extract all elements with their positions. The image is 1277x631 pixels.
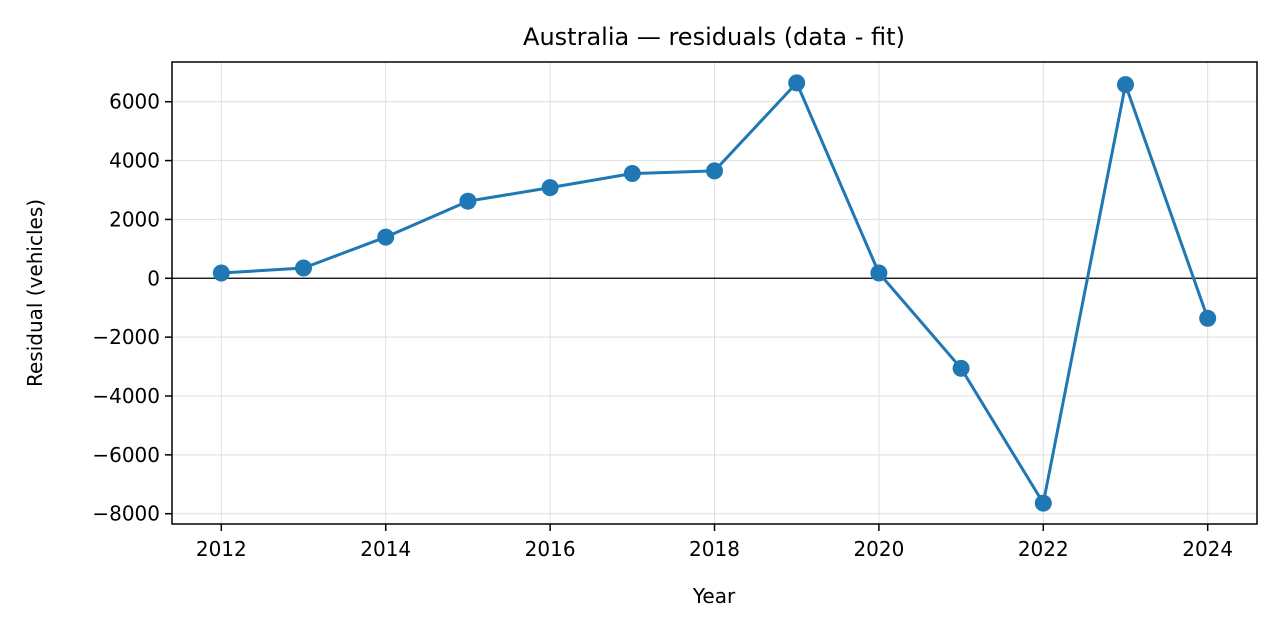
x-tick-label: 2018 <box>689 537 740 561</box>
residual-point <box>788 74 806 92</box>
x-tick-label: 2012 <box>196 537 247 561</box>
residual-point <box>952 359 970 377</box>
x-tick-label: 2014 <box>360 537 411 561</box>
residual-point <box>459 192 477 210</box>
y-axis-title: Residual (vehicles) <box>23 199 47 387</box>
y-tick-label: −4000 <box>92 384 160 408</box>
residual-point <box>377 228 395 246</box>
residual-point <box>541 179 559 197</box>
x-axis-title: Year <box>692 584 736 608</box>
x-axis-ticks: 2012 2014 2016 2018 2020 2022 2024 <box>196 524 1233 561</box>
y-tick-label: 0 <box>147 266 160 290</box>
residual-point <box>1199 309 1217 327</box>
x-tick-label: 2016 <box>525 537 576 561</box>
y-tick-label: 4000 <box>109 149 160 173</box>
y-tick-label: −6000 <box>92 443 160 467</box>
y-axis-ticks: −8000 −6000 −4000 −2000 0 2000 4000 6000 <box>92 90 172 526</box>
residual-point <box>706 162 723 180</box>
y-tick-label: −2000 <box>92 325 160 349</box>
series-layer <box>212 74 1217 512</box>
residual-point <box>212 264 230 282</box>
x-tick-label: 2024 <box>1182 537 1233 561</box>
x-tick-label: 2020 <box>853 537 904 561</box>
chart-title: Australia — residuals (data - fit) <box>523 23 905 51</box>
y-tick-label: 6000 <box>109 90 160 114</box>
residual-point <box>623 165 641 183</box>
x-tick-label: 2022 <box>1018 537 1069 561</box>
residual-point <box>870 264 888 282</box>
y-tick-label: −8000 <box>92 502 160 526</box>
residual-point <box>295 259 313 277</box>
residual-point <box>1034 494 1052 512</box>
y-tick-label: 2000 <box>109 207 160 231</box>
residual-point <box>1116 76 1134 94</box>
